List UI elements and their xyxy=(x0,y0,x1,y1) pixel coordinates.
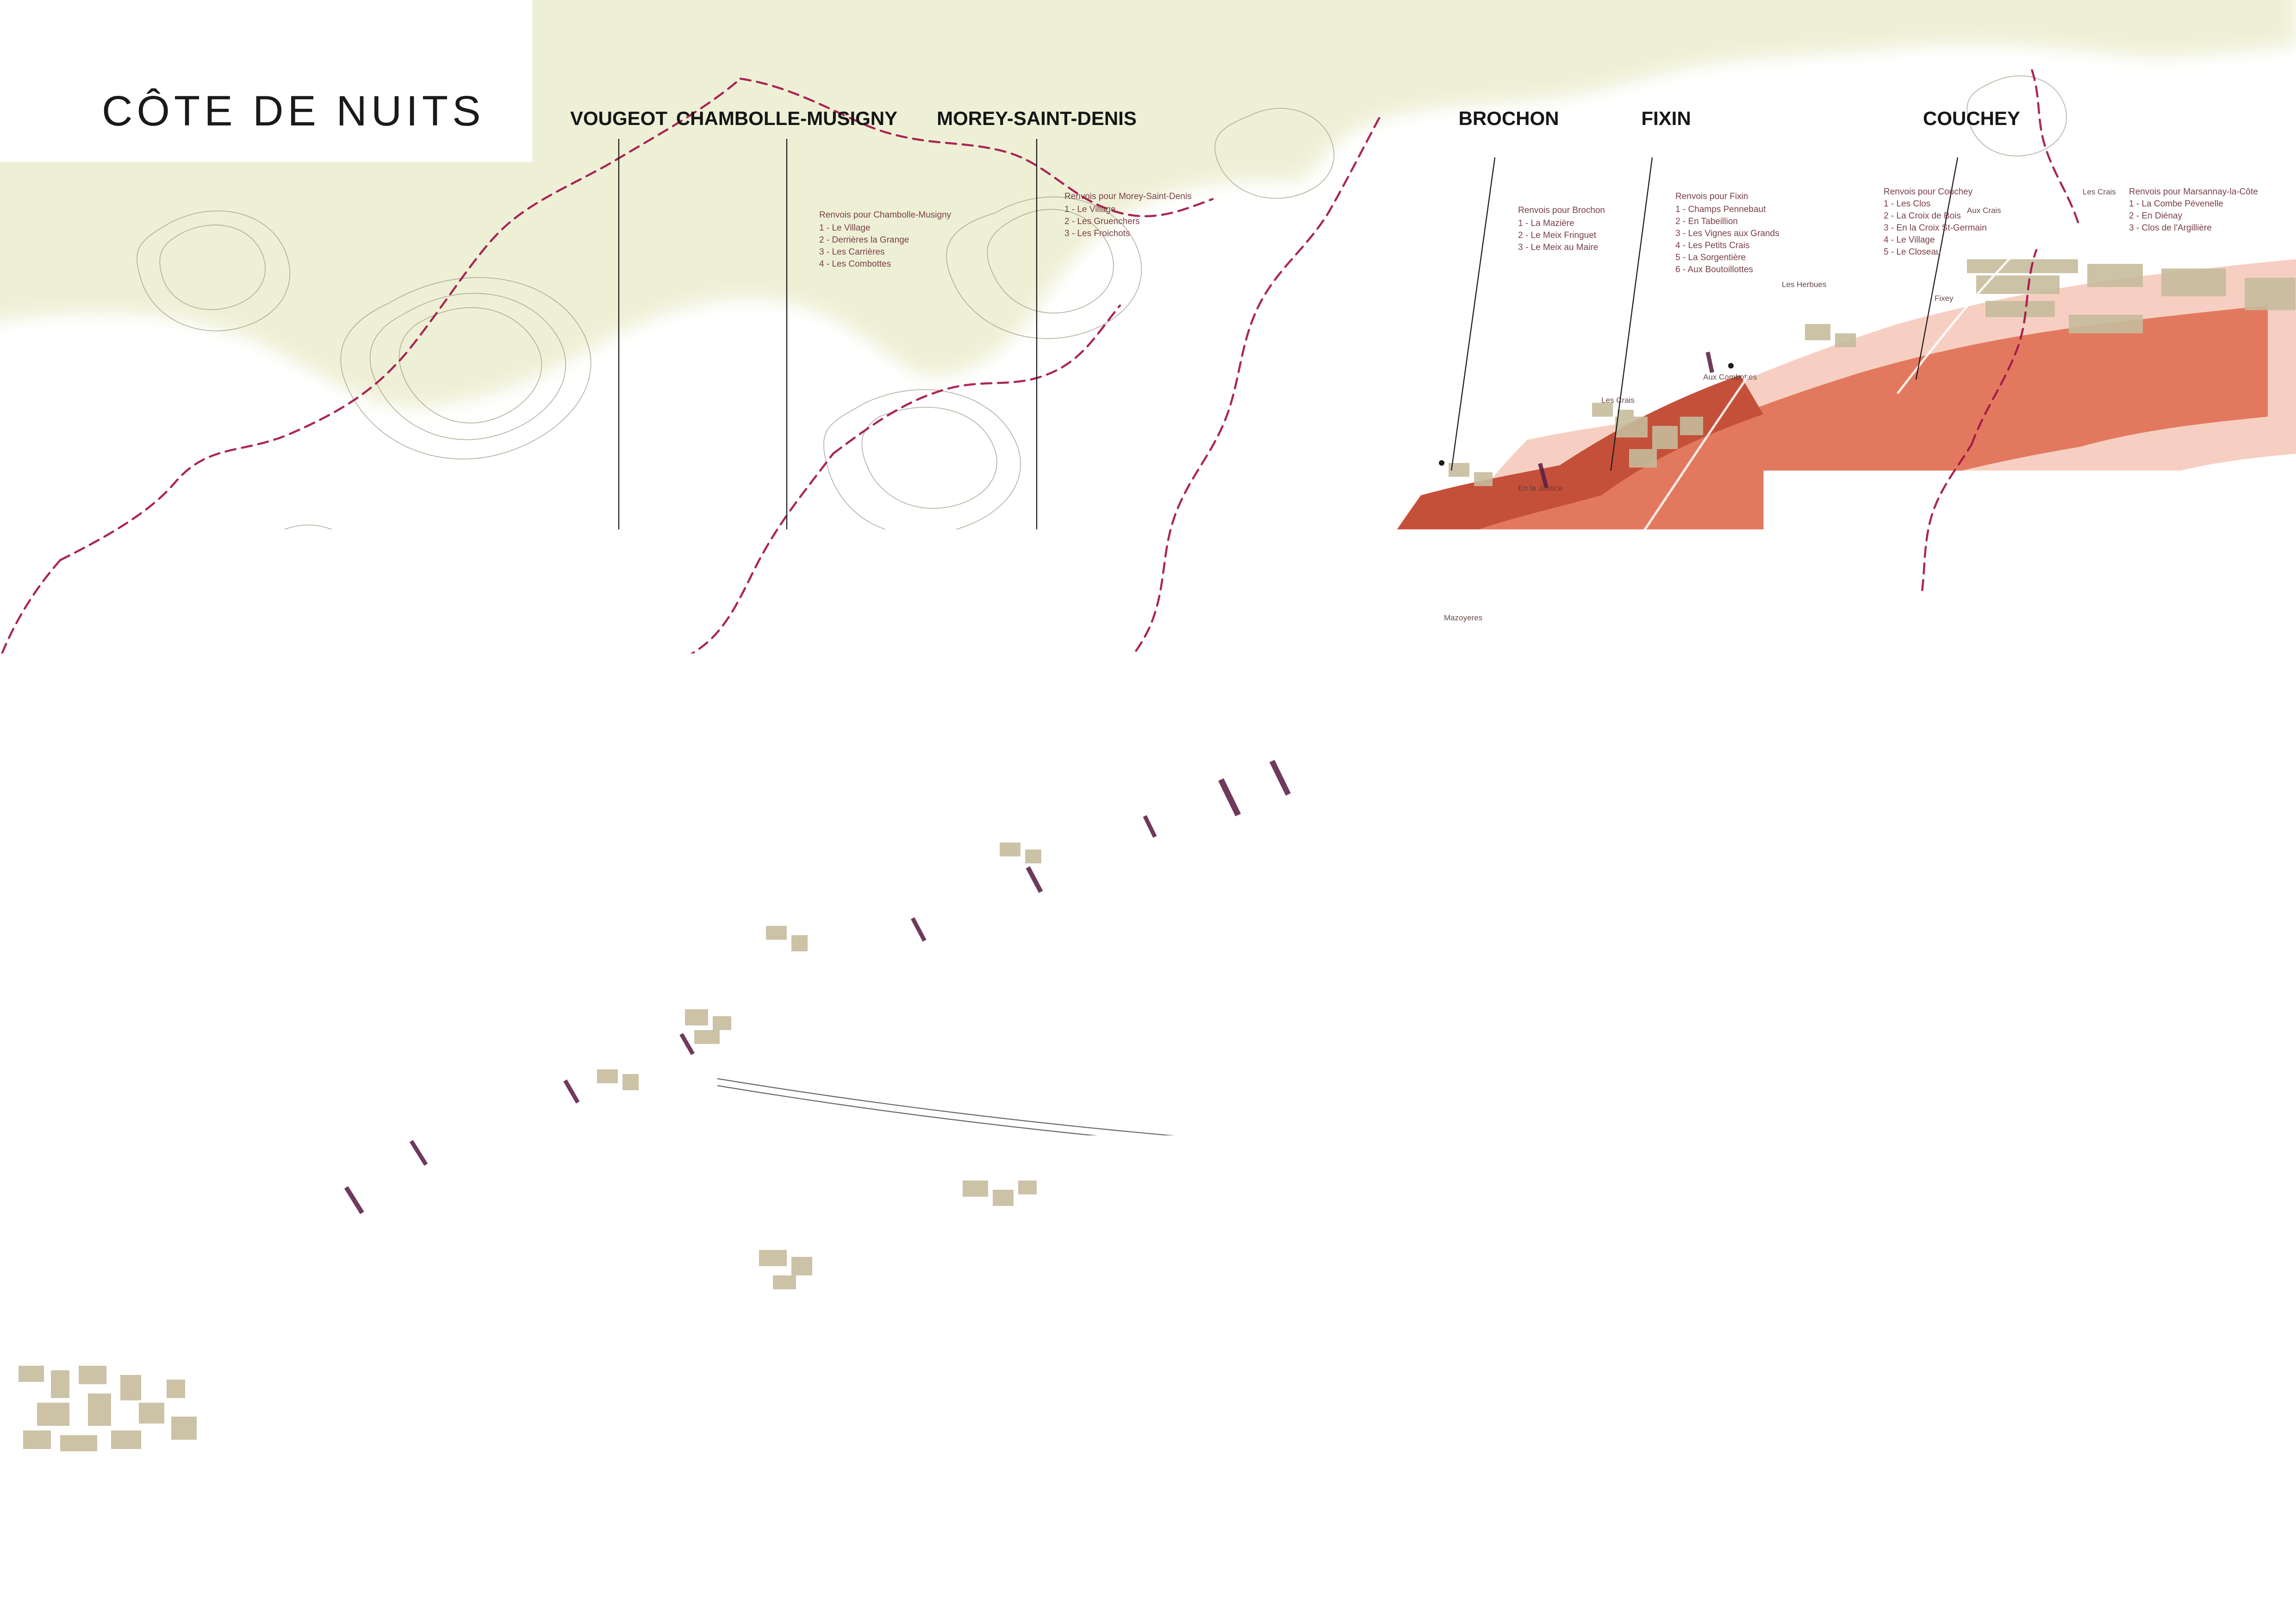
svg-text:pagin: pagin xyxy=(2017,1496,2081,1523)
svg-text:up: up xyxy=(2104,1496,2134,1523)
svg-text:03 80 21 78 89: 03 80 21 78 89 xyxy=(2275,1501,2296,1513)
svg-text:Contact@paginup.fr: Contact@paginup.fr xyxy=(2157,1501,2256,1513)
